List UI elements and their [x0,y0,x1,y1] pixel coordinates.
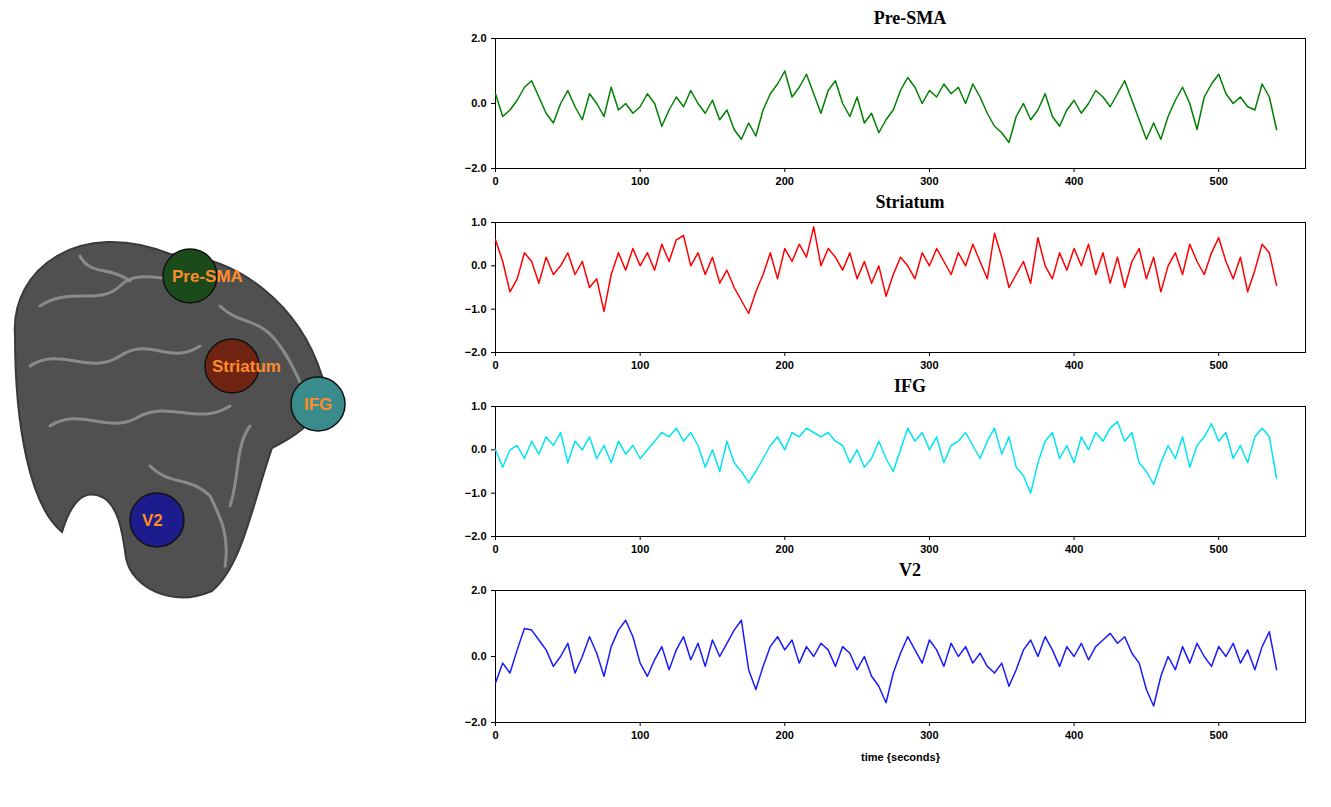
svg-text:200: 200 [776,543,794,555]
svg-text:0: 0 [492,175,498,187]
svg-text:300: 300 [920,175,938,187]
svg-text:400: 400 [1065,543,1083,555]
svg-text:200: 200 [776,175,794,187]
svg-text:200: 200 [776,729,794,741]
svg-text:400: 400 [1065,729,1083,741]
svg-text:V2: V2 [142,511,163,530]
svg-text:time {seconds}: time {seconds} [861,751,941,763]
html-text:Striatum: Striatum [875,192,945,212]
svg-text:0.0: 0.0 [471,259,486,271]
svg-text:0: 0 [492,543,498,555]
svg-text:500: 500 [1210,175,1228,187]
svg-text:0: 0 [492,359,498,371]
svg-text:200: 200 [776,359,794,371]
svg-text:0.0: 0.0 [471,650,486,662]
svg-text:400: 400 [1065,359,1083,371]
svg-text:1.0: 1.0 [471,400,486,412]
html-text:V2: V2 [899,560,921,580]
svg-text:300: 300 [920,359,938,371]
svg-text:500: 500 [1210,729,1228,741]
svg-text:−2.0: −2.0 [465,346,487,358]
svg-text:−2.0: −2.0 [465,530,487,542]
html-text:Pre-SMA: Pre-SMA [873,8,947,28]
svg-text:300: 300 [920,729,938,741]
svg-text:−2.0: −2.0 [465,162,487,174]
svg-text:100: 100 [631,543,649,555]
svg-text:400: 400 [1065,175,1083,187]
svg-text:−1.0: −1.0 [465,303,487,315]
svg-text:100: 100 [631,175,649,187]
svg-text:100: 100 [631,359,649,371]
svg-text:2.0: 2.0 [471,32,486,44]
svg-text:0.0: 0.0 [471,97,486,109]
svg-text:100: 100 [631,729,649,741]
svg-text:Pre-SMA: Pre-SMA [172,267,243,286]
svg-text:Striatum: Striatum [212,357,281,376]
svg-text:2.0: 2.0 [471,584,486,596]
svg-text:−2.0: −2.0 [465,716,487,728]
svg-text:500: 500 [1210,359,1228,371]
svg-text:500: 500 [1210,543,1228,555]
svg-text:0.0: 0.0 [471,443,486,455]
svg-text:1.0: 1.0 [471,216,486,228]
svg-text:0: 0 [492,729,498,741]
svg-text:−1.0: −1.0 [465,487,487,499]
html-text:IFG: IFG [894,376,926,396]
svg-text:300: 300 [920,543,938,555]
svg-text:IFG: IFG [304,395,332,414]
